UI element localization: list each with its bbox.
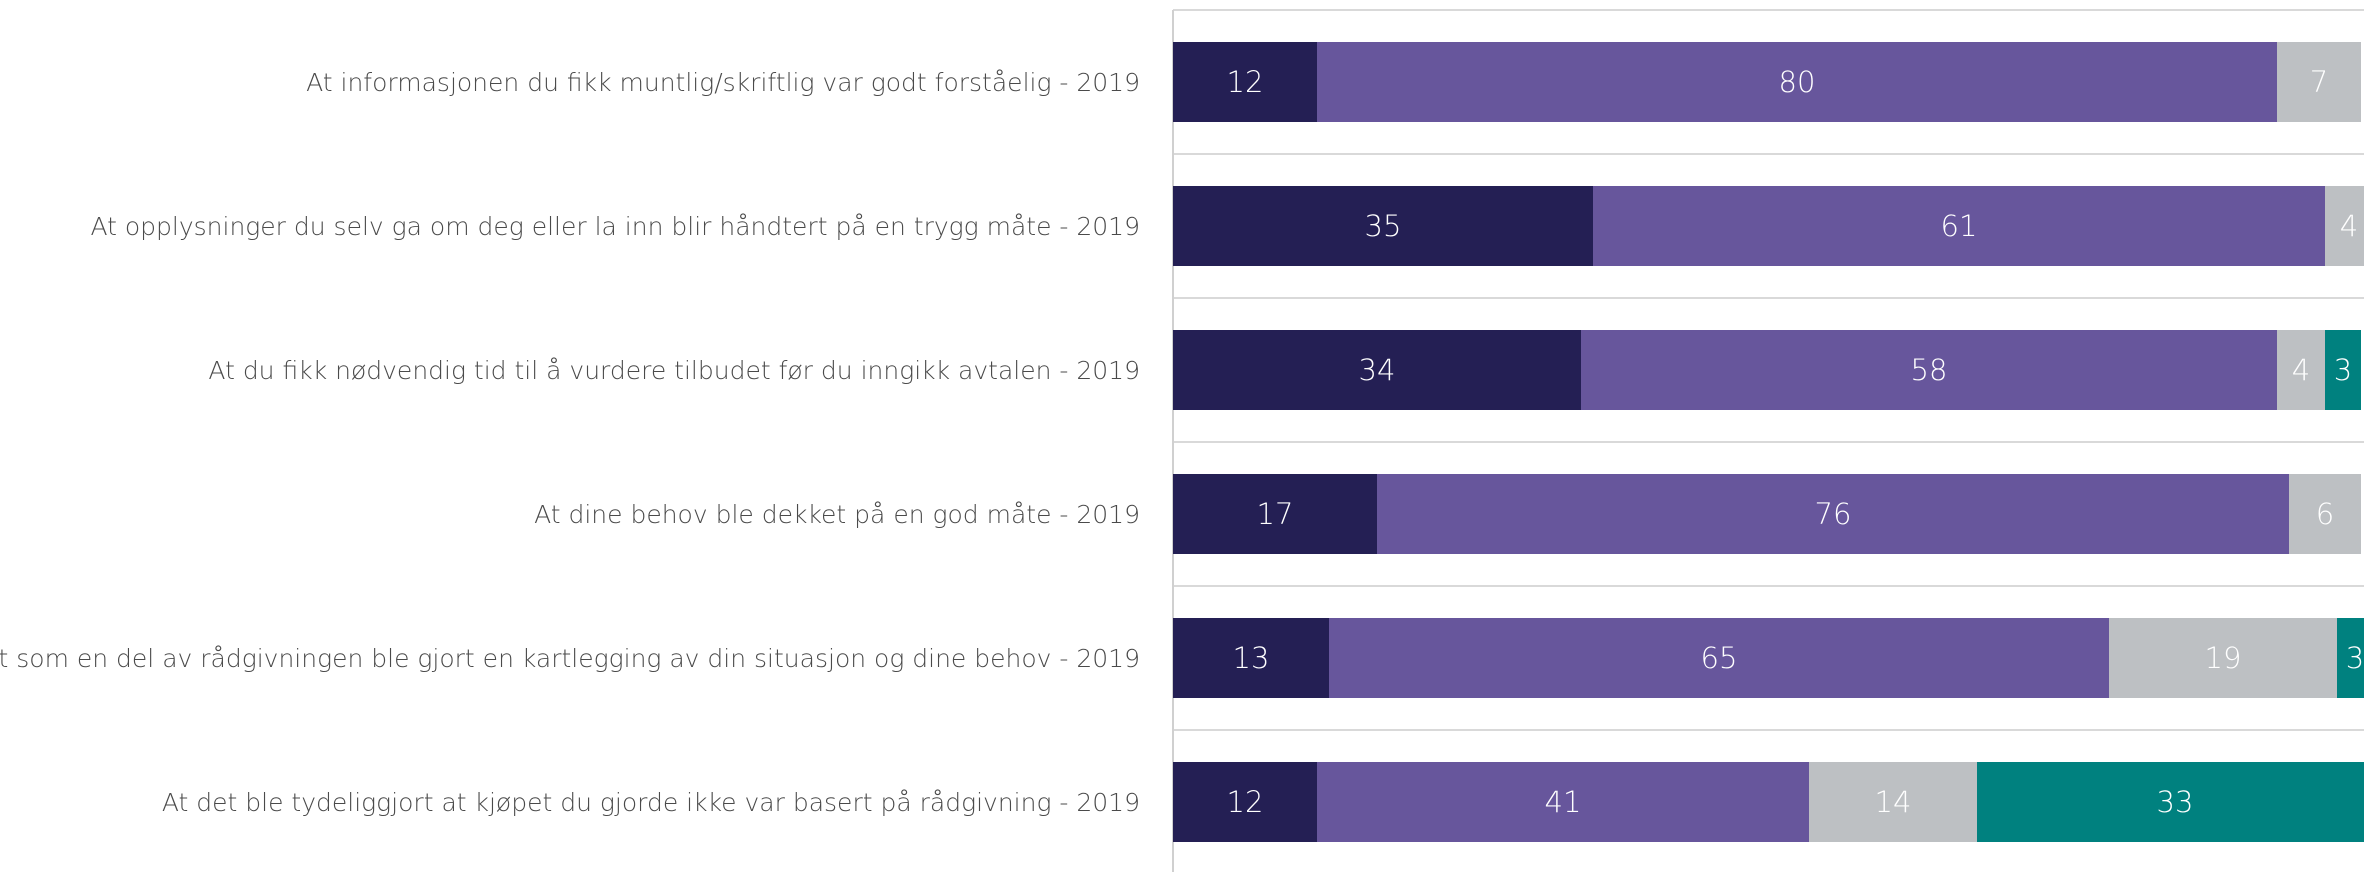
data-label: 14 [1875,785,1912,819]
data-label: 17 [1257,497,1294,531]
data-label: 4 [2292,353,2310,387]
data-label: 12 [1227,785,1264,819]
data-label: 7 [2310,65,2328,99]
category-label: At det som en del av rådgivningen ble gj… [0,644,1140,673]
data-label: 41 [1545,785,1582,819]
data-label: 80 [1779,65,1816,99]
category-label: At opplysninger du selv ga om deg eller … [90,212,1140,241]
category-label: At informasjonen du fikk muntlig/skriftl… [306,68,1140,97]
data-label: 58 [1911,353,1948,387]
data-label: 35 [1365,209,1402,243]
data-label: 19 [2205,641,2242,675]
data-label: 33 [2157,785,2194,819]
data-label: 6 [2316,497,2334,531]
category-label: At det ble tydeliggjort at kjøpet du gjo… [162,788,1140,817]
data-label: 3 [2346,641,2364,675]
data-label: 13 [1233,641,1270,675]
data-label: 61 [1941,209,1978,243]
data-label: 76 [1815,497,1852,531]
data-label: 34 [1359,353,1396,387]
data-label: 4 [2340,209,2358,243]
data-label: 3 [2334,353,2352,387]
category-label: At du fikk nødvendig tid til å vurdere t… [208,356,1140,385]
category-label: At dine behov ble dekket på en god måte … [534,500,1140,529]
data-label: 12 [1227,65,1264,99]
gridlines [1173,10,2364,872]
data-label: 65 [1701,641,1738,675]
category-labels: At informasjonen du fikk muntlig/skriftl… [0,68,1140,817]
